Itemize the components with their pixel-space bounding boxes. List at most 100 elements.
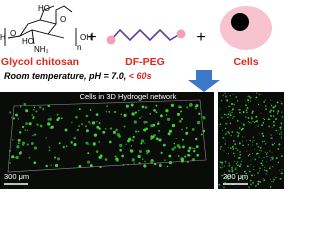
cell-dot [231, 131, 234, 133]
cell-dot [242, 111, 245, 113]
cell-dot [108, 140, 112, 144]
cell-dot [81, 123, 84, 126]
cell-dot [193, 147, 196, 150]
cell-dot [240, 163, 242, 166]
cell-dot [200, 133, 203, 136]
cell-dot [33, 161, 37, 165]
cell-dot [180, 110, 183, 113]
cell-dot [25, 122, 28, 125]
cell-dot [36, 123, 39, 126]
cell-dot [88, 143, 90, 145]
cell-dot [231, 111, 233, 114]
cell-dot [218, 108, 220, 110]
cell-dot [119, 148, 122, 152]
cell-dot [278, 143, 281, 146]
cell-dot [253, 139, 255, 141]
reactant-label: Cells [233, 56, 258, 68]
cell-dot [168, 160, 173, 165]
cell-dot [234, 156, 236, 158]
cell-dot [247, 155, 250, 157]
cell-dot [281, 124, 283, 126]
scale-label: 300 μm [4, 172, 29, 181]
cell-dot [254, 174, 256, 176]
cell-dot [252, 136, 255, 138]
cell-dot [236, 149, 239, 151]
cell-dot [140, 139, 145, 143]
cell-dot [250, 159, 252, 161]
cell-dot [138, 109, 140, 112]
cell-dot [237, 164, 239, 167]
cell-dot [251, 112, 254, 114]
cell-dot [246, 107, 249, 109]
cell-dot [271, 116, 272, 117]
cell-dot [263, 118, 266, 120]
cell-dot [33, 133, 37, 136]
cell-dot [228, 164, 231, 167]
volume-box [7, 99, 207, 173]
cell-dot [18, 142, 20, 145]
cell-dot [42, 108, 45, 110]
chem-label: HO [38, 4, 50, 13]
cell-dot [187, 149, 191, 153]
cell-dot [250, 122, 252, 124]
cell-dot [270, 134, 272, 136]
cell-dot [261, 160, 264, 162]
cell-dot [231, 108, 234, 111]
cell-dot [156, 122, 160, 125]
cell-dot [88, 121, 91, 124]
cell-dot [264, 166, 265, 168]
cell-dot [263, 180, 265, 182]
cell-dot [275, 104, 277, 106]
cell-dot [255, 115, 258, 118]
cell-dot [263, 169, 266, 171]
cell-dot [58, 142, 61, 145]
cell-dot [250, 164, 252, 166]
cell-dot [251, 117, 253, 120]
cell-dot [78, 108, 81, 111]
cell-dot [87, 152, 90, 155]
cell-dot [248, 186, 250, 189]
cell-dot [221, 166, 223, 168]
cell-dot [227, 116, 229, 119]
cell-dot [265, 105, 267, 107]
cell-dot [227, 146, 229, 148]
cell-dot [192, 147, 194, 150]
cell-dot [257, 145, 260, 148]
cell-dot [187, 153, 190, 157]
cell-dot [240, 122, 242, 124]
cell-dot [277, 112, 279, 114]
cell-dot [76, 128, 80, 132]
cell-dot [48, 149, 51, 152]
cell-dot [153, 108, 156, 112]
cell-dot [176, 112, 181, 116]
cell-dot [220, 99, 223, 102]
cell-dot [269, 137, 271, 139]
cell-dot [180, 118, 184, 121]
cell-dot [247, 99, 250, 102]
cell-dot [175, 137, 177, 140]
cell-dot [93, 133, 98, 137]
cell-dot [229, 122, 232, 124]
cell-dot [245, 172, 247, 175]
graphical-abstract: HO O O H HO OH NH₂ n Glycol chitosan + D… [0, 4, 284, 189]
cell-dot [257, 172, 259, 174]
cell-dot [226, 175, 229, 178]
cell-dot [26, 143, 29, 146]
cell-dot [134, 130, 138, 133]
cell-dot [191, 128, 195, 131]
cell-dot [158, 164, 162, 167]
cell-dot [281, 155, 283, 157]
cell-dot [261, 164, 264, 166]
cell-dot [271, 158, 274, 160]
cell-dot [223, 150, 225, 152]
cell-dot [98, 141, 100, 143]
reactant-label: DF-PEG [125, 56, 165, 68]
cell-dot [232, 94, 234, 95]
cell-dot [17, 118, 20, 120]
cell-dot [140, 142, 143, 145]
cell-dot [246, 178, 248, 181]
chem-label: NH₂ [34, 45, 49, 54]
cell-dot [249, 100, 252, 102]
cell-dot [166, 165, 169, 168]
cell-dot [240, 160, 243, 163]
